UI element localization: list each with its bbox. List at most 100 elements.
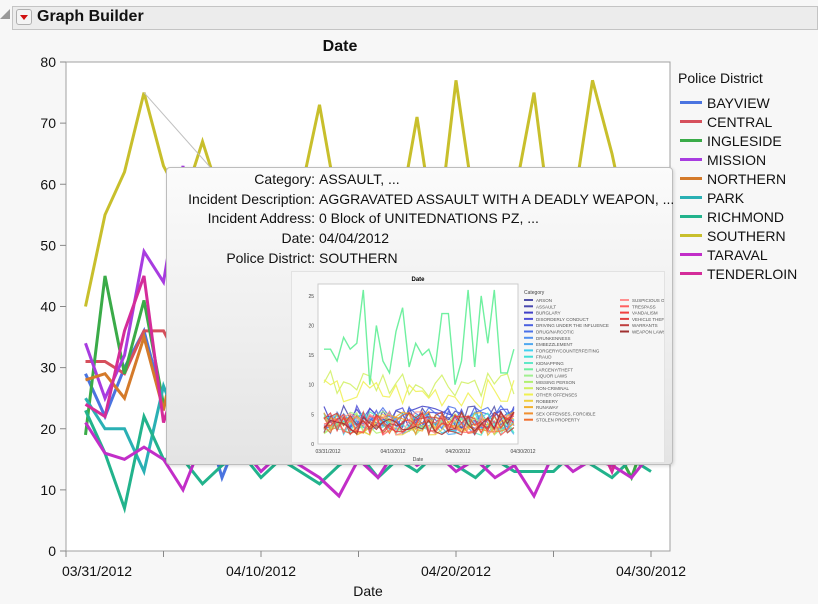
legend-label: TENDERLOIN bbox=[707, 265, 798, 282]
y-tick-label: 50 bbox=[40, 237, 56, 253]
thumbnail-legend-swatch bbox=[524, 299, 533, 301]
legend-swatch bbox=[680, 253, 702, 256]
y-tick-label: 60 bbox=[40, 176, 56, 192]
tooltip-value: AGGRAVATED ASSAULT WITH A DEADLY WEAPON,… bbox=[319, 190, 675, 207]
thumbnail-legend-swatch bbox=[524, 311, 533, 314]
thumbnail-legend-label: LARCENY/THEFT bbox=[536, 367, 573, 372]
outline-collapse-icon[interactable] bbox=[0, 9, 10, 19]
thumbnail-y-tick: 15 bbox=[308, 353, 314, 359]
thumbnail-legend-swatch bbox=[524, 349, 533, 352]
thumbnail-legend-label: LIQUOR LAWS bbox=[536, 374, 567, 379]
x-tick-label: 04/30/2012 bbox=[616, 563, 686, 579]
legend-swatch bbox=[680, 120, 702, 123]
tooltip-value: SOUTHERN bbox=[319, 249, 398, 266]
x-tick-label: 03/31/2012 bbox=[62, 563, 132, 579]
thumbnail-x-tick: 03/31/2012 bbox=[315, 449, 340, 455]
legend-label: TARAVAL bbox=[707, 246, 768, 263]
thumbnail-series-line bbox=[323, 410, 515, 436]
y-tick-label: 80 bbox=[40, 54, 56, 70]
tooltip-value: 04/04/2012 bbox=[319, 230, 390, 247]
legend-label: RICHMOND bbox=[707, 208, 784, 225]
thumbnail-y-tick: 10 bbox=[308, 383, 314, 389]
tooltip-graphlet-thumbnail: Date 0 5 10 15 20 25 03/31/2012 04/10/2012 04/20/… bbox=[291, 271, 672, 463]
thumbnail-legend-label: FORGERY/COUNTERFEITING bbox=[536, 348, 600, 353]
tooltip-label: Category: bbox=[254, 171, 315, 187]
legend-item-bayview[interactable]: BAYVIEW bbox=[680, 93, 770, 112]
legend-swatch bbox=[680, 158, 702, 161]
thumbnail-legend-label: KIDNAPPING bbox=[536, 361, 564, 366]
legend-swatch bbox=[680, 272, 702, 275]
thumbnail-y-tick: 0 bbox=[311, 442, 314, 448]
thumbnail-legend-label: MISSING PERSON bbox=[536, 380, 575, 385]
thumbnail-legend-swatch bbox=[524, 305, 533, 308]
thumbnail-legend-label: BURGLARY bbox=[536, 311, 561, 316]
x-tick-label: 04/20/2012 bbox=[421, 563, 491, 579]
thumbnail-series-line bbox=[323, 369, 515, 398]
thumbnail-x-tick: 04/30/2012 bbox=[510, 449, 535, 455]
thumbnail-legend-swatch bbox=[620, 317, 629, 320]
legend-title: Police District bbox=[678, 70, 763, 86]
y-tick-label: 40 bbox=[40, 299, 56, 315]
thumbnail-x-title: Date bbox=[413, 457, 424, 462]
red-triangle-menu-button[interactable] bbox=[16, 9, 32, 25]
thumbnail-legend-label: NON-CRIMINAL bbox=[536, 386, 569, 391]
report-header-bar bbox=[12, 6, 818, 30]
legend-item-southern[interactable]: SOUTHERN bbox=[680, 226, 786, 245]
legend-item-taraval[interactable]: TARAVAL bbox=[680, 245, 768, 264]
legend-swatch bbox=[680, 234, 702, 237]
thumbnail-legend-label: DRUNKENNESS bbox=[536, 336, 571, 341]
legend-label: INGLESIDE bbox=[707, 132, 782, 149]
tooltip-value: ASSAULT, ... bbox=[319, 171, 400, 187]
thumbnail-series-line bbox=[323, 377, 515, 410]
thumbnail-x-tick: 04/20/2012 bbox=[445, 449, 470, 455]
tooltip-label: Incident Address: bbox=[207, 210, 315, 227]
thumbnail-legend-label: ROBBERY bbox=[536, 399, 558, 404]
thumbnail-legend-swatch bbox=[524, 393, 533, 396]
thumbnail-legend-swatch bbox=[524, 418, 533, 421]
thumbnail-legend-label: DISORDERLY CONDUCT bbox=[536, 317, 589, 322]
tooltip-label: Police District: bbox=[226, 249, 315, 266]
thumbnail-legend-label: STOLEN PROPERTY bbox=[536, 418, 580, 423]
thumbnail-legend-label: VANDALISM bbox=[632, 311, 658, 316]
thumbnail-legend-swatch bbox=[524, 368, 533, 371]
thumbnail-legend-label: SUSPICIOUS OCC bbox=[632, 298, 664, 303]
legend-item-park[interactable]: PARK bbox=[680, 188, 744, 207]
thumbnail-legend-label: ASSAULT bbox=[536, 304, 556, 309]
thumbnail-legend-label: WEAPON LAWS bbox=[632, 330, 664, 335]
legend-item-northern[interactable]: NORTHERN bbox=[680, 169, 786, 188]
legend-label: NORTHERN bbox=[707, 170, 787, 187]
legend-swatch bbox=[680, 101, 702, 104]
thumbnail-legend-label: RUNAWAY bbox=[536, 405, 558, 410]
y-tick-label: 20 bbox=[40, 421, 56, 437]
tooltip-label: Incident Description: bbox=[188, 190, 315, 207]
thumbnail-legend-swatch bbox=[524, 336, 533, 339]
thumbnail-y-tick: 5 bbox=[311, 412, 314, 418]
thumbnail-y-tick: 25 bbox=[308, 294, 314, 300]
thumbnail-legend-swatch bbox=[524, 412, 533, 415]
legend-label: MISSION bbox=[707, 151, 767, 168]
thumbnail-legend-swatch bbox=[620, 324, 629, 327]
thumbnail-legend-label: FRAUD bbox=[536, 355, 552, 360]
thumbnail-legend-swatch bbox=[620, 299, 629, 301]
tooltip-value: 0 Block of UNITEDNATIONS PZ, ... bbox=[319, 210, 539, 227]
thumbnail-legend-label: DRIVING UNDER THE INFLUENCE bbox=[536, 323, 609, 328]
y-tick-label: 30 bbox=[40, 360, 56, 376]
legend-item-richmond[interactable]: RICHMOND bbox=[680, 207, 784, 226]
legend-item-mission[interactable]: MISSION bbox=[680, 150, 766, 169]
x-tick-label: 04/10/2012 bbox=[226, 563, 296, 579]
legend-swatch bbox=[680, 215, 702, 218]
legend-item-tenderloin[interactable]: TENDERLOIN bbox=[680, 264, 797, 283]
thumbnail-y-tick: 20 bbox=[308, 323, 314, 329]
tooltip-label: Date: bbox=[281, 230, 315, 247]
legend-item-ingleside[interactable]: INGLESIDE bbox=[680, 131, 782, 150]
thumbnail-legend-label: SEX OFFENSES, FORCIBLE bbox=[536, 411, 596, 416]
legend-item-central[interactable]: CENTRAL bbox=[680, 112, 772, 131]
thumbnail-series-line bbox=[324, 289, 515, 385]
thumbnail-x-tick: 04/10/2012 bbox=[380, 449, 405, 455]
thumbnail-legend-swatch bbox=[524, 317, 533, 320]
y-tick-label: 10 bbox=[40, 482, 56, 498]
thumbnail-chart: Date 0 5 10 15 20 25 03/31/2012 04/10/2012 04/20/… bbox=[308, 277, 671, 463]
thumbnail-legend-swatch bbox=[524, 387, 533, 390]
legend-label: PARK bbox=[707, 189, 745, 206]
thumbnail-legend-swatch bbox=[620, 330, 629, 333]
